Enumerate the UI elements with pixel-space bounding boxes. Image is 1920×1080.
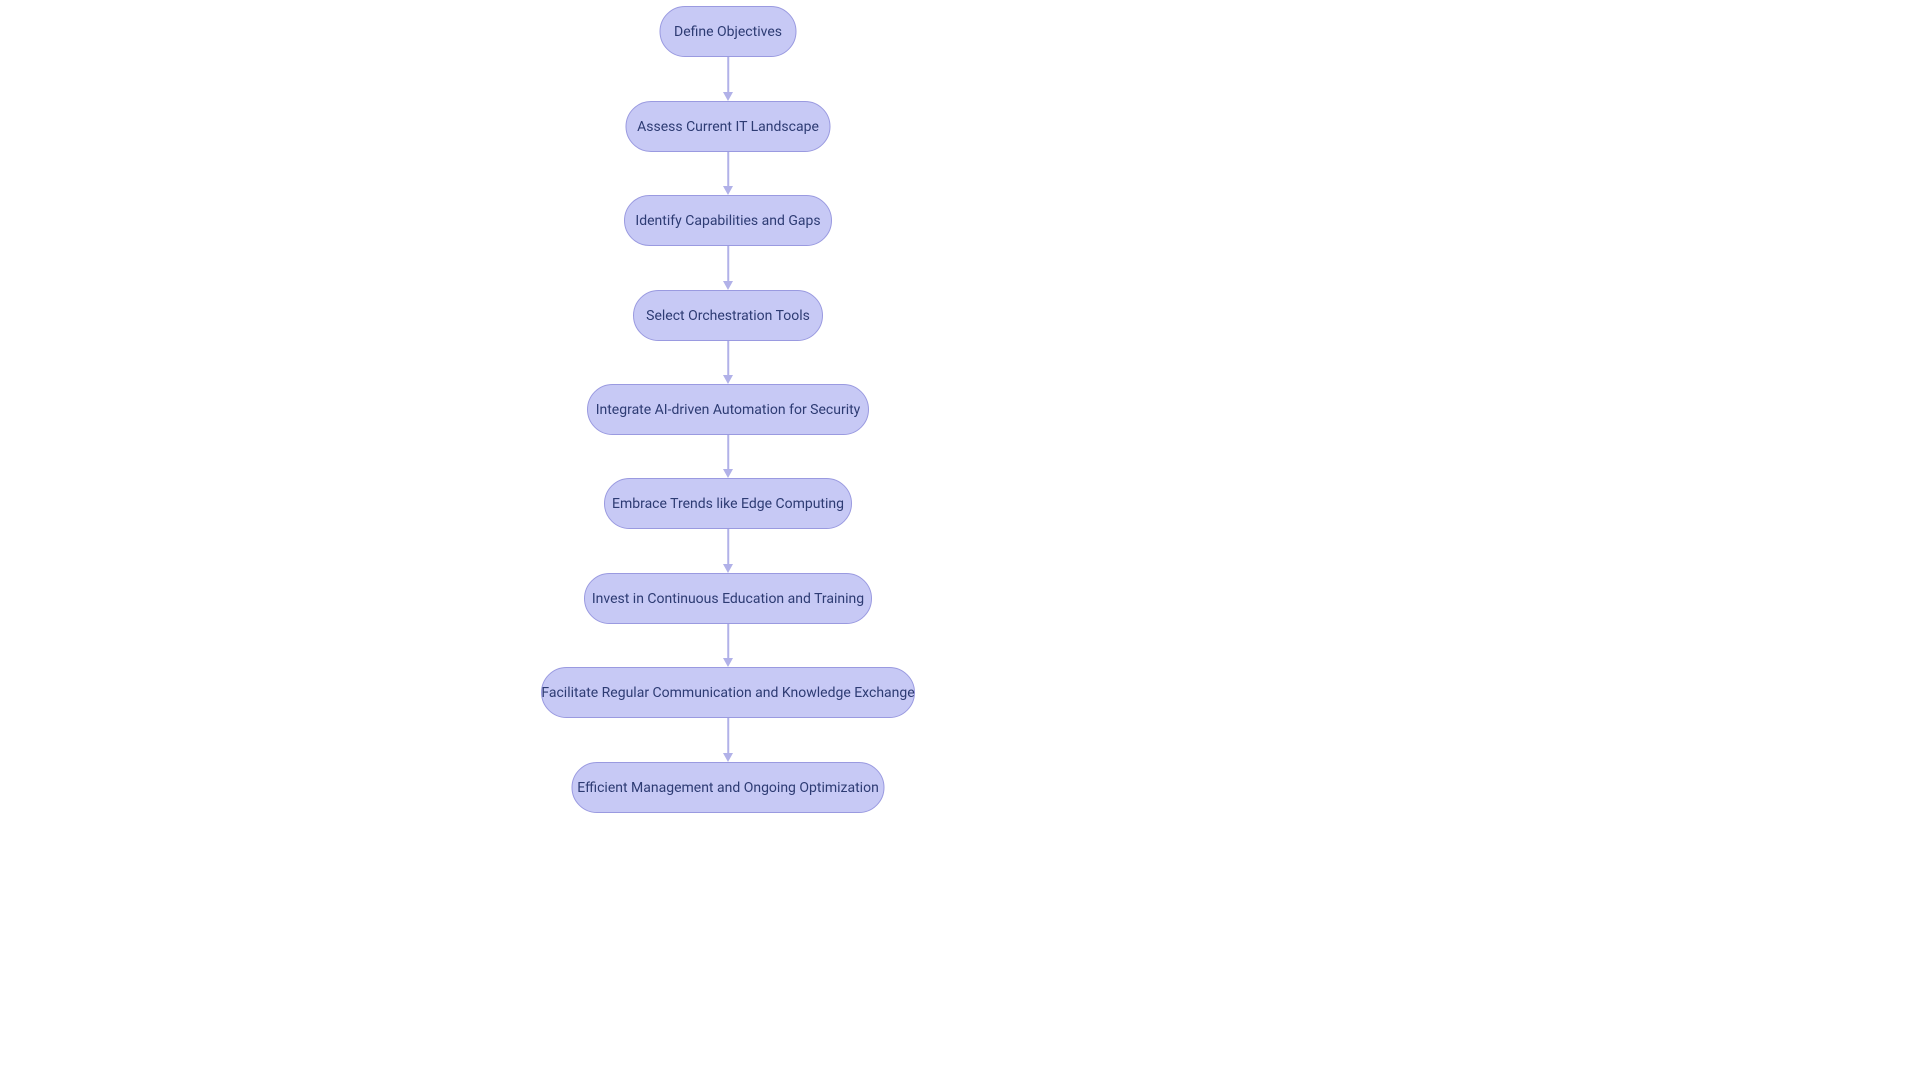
- arrow-down-icon: [723, 186, 733, 195]
- flowchart-node-label: Embrace Trends like Edge Computing: [612, 496, 844, 512]
- flowchart-node: Identify Capabilities and Gaps: [624, 195, 832, 246]
- flowchart-edge: [727, 341, 729, 375]
- arrow-down-icon: [723, 658, 733, 667]
- flowchart-node-label: Assess Current IT Landscape: [637, 119, 819, 135]
- flowchart-edge: [727, 529, 729, 564]
- flowchart-node-label: Facilitate Regular Communication and Kno…: [541, 685, 914, 701]
- arrow-down-icon: [723, 753, 733, 762]
- arrow-down-icon: [723, 92, 733, 101]
- arrow-down-icon: [723, 564, 733, 573]
- flowchart-node-label: Select Orchestration Tools: [646, 308, 810, 324]
- flowchart-node-label: Efficient Management and Ongoing Optimiz…: [577, 780, 879, 796]
- arrow-down-icon: [723, 281, 733, 290]
- flowchart-node: Invest in Continuous Education and Train…: [584, 573, 872, 624]
- flowchart-edge: [727, 624, 729, 658]
- arrow-down-icon: [723, 469, 733, 478]
- flowchart-node: Efficient Management and Ongoing Optimiz…: [572, 762, 885, 813]
- flowchart-node: Facilitate Regular Communication and Kno…: [541, 667, 915, 718]
- flowchart-node: Select Orchestration Tools: [633, 290, 823, 341]
- flowchart-edge: [727, 246, 729, 281]
- flowchart-node-label: Identify Capabilities and Gaps: [635, 213, 820, 229]
- flowchart-canvas: Define Objectives Assess Current IT Lands…: [0, 0, 1920, 1080]
- flowchart-node: Integrate AI-driven Automation for Secur…: [587, 384, 869, 435]
- flowchart-node-label: Invest in Continuous Education and Train…: [592, 591, 864, 607]
- flowchart-node: Assess Current IT Landscape: [626, 101, 831, 152]
- flowchart-node: Define Objectives: [660, 6, 797, 57]
- flowchart-edge: [727, 718, 729, 753]
- flowchart-node-label: Define Objectives: [674, 24, 782, 40]
- flowchart-edge: [727, 435, 729, 469]
- flowchart-edge: [727, 152, 729, 186]
- flowchart-edge: [727, 57, 729, 92]
- flowchart-node: Embrace Trends like Edge Computing: [604, 478, 852, 529]
- flowchart-node-label: Integrate AI-driven Automation for Secur…: [596, 402, 861, 418]
- arrow-down-icon: [723, 375, 733, 384]
